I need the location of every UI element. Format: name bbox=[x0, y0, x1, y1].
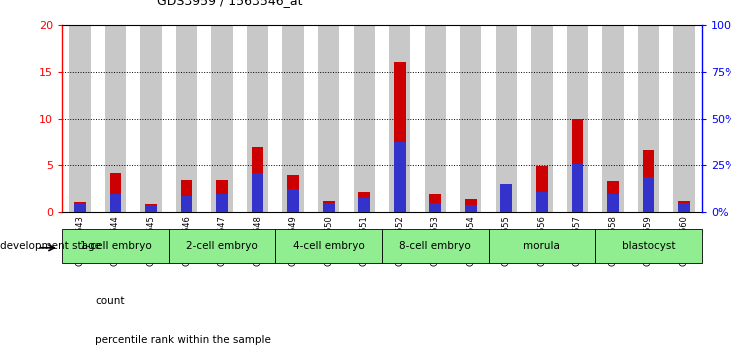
Bar bbox=[567, 25, 588, 212]
Text: count: count bbox=[95, 296, 124, 306]
Bar bbox=[140, 25, 162, 212]
Bar bbox=[110, 194, 121, 212]
Bar bbox=[323, 203, 335, 212]
Bar bbox=[287, 189, 299, 212]
FancyBboxPatch shape bbox=[488, 229, 595, 263]
Bar bbox=[358, 198, 370, 212]
Bar bbox=[247, 25, 268, 212]
Bar bbox=[572, 164, 583, 212]
Bar bbox=[607, 194, 618, 212]
Text: morula: morula bbox=[523, 241, 560, 251]
FancyBboxPatch shape bbox=[382, 229, 488, 263]
Bar bbox=[69, 25, 91, 212]
Bar bbox=[323, 201, 335, 212]
Text: 4-cell embryo: 4-cell embryo bbox=[293, 241, 365, 251]
Bar bbox=[287, 175, 299, 212]
Text: 2-cell embryo: 2-cell embryo bbox=[186, 241, 258, 251]
FancyBboxPatch shape bbox=[169, 229, 276, 263]
Bar bbox=[358, 192, 370, 212]
Bar bbox=[501, 189, 512, 212]
Bar bbox=[394, 62, 406, 212]
Bar bbox=[145, 205, 157, 212]
Bar bbox=[181, 195, 192, 212]
Bar bbox=[643, 149, 654, 212]
FancyBboxPatch shape bbox=[62, 229, 169, 263]
Bar bbox=[536, 166, 548, 212]
Bar bbox=[678, 203, 690, 212]
Bar bbox=[536, 192, 548, 212]
Bar bbox=[429, 194, 441, 212]
Bar bbox=[607, 182, 618, 212]
Bar bbox=[531, 25, 553, 212]
Bar bbox=[465, 199, 477, 212]
Bar bbox=[176, 25, 197, 212]
Bar bbox=[673, 25, 694, 212]
Bar bbox=[465, 205, 477, 212]
Bar bbox=[602, 25, 624, 212]
Bar bbox=[105, 25, 126, 212]
Bar bbox=[429, 203, 441, 212]
Bar bbox=[643, 177, 654, 212]
Bar bbox=[251, 173, 263, 212]
Text: GDS3959 / 1563546_at: GDS3959 / 1563546_at bbox=[157, 0, 303, 7]
Bar bbox=[74, 203, 86, 212]
Bar bbox=[145, 204, 157, 212]
FancyBboxPatch shape bbox=[276, 229, 382, 263]
Bar bbox=[211, 25, 232, 212]
Text: percentile rank within the sample: percentile rank within the sample bbox=[95, 335, 271, 345]
Text: blastocyst: blastocyst bbox=[621, 241, 675, 251]
Bar bbox=[389, 25, 410, 212]
Bar bbox=[425, 25, 446, 212]
Bar bbox=[354, 25, 375, 212]
Text: development stage: development stage bbox=[0, 241, 101, 251]
Text: 8-cell embryo: 8-cell embryo bbox=[399, 241, 471, 251]
Bar bbox=[282, 25, 304, 212]
Bar bbox=[572, 119, 583, 212]
Bar bbox=[496, 25, 517, 212]
Bar bbox=[181, 179, 192, 212]
Bar bbox=[637, 25, 659, 212]
Bar bbox=[501, 184, 512, 212]
Bar bbox=[74, 202, 86, 212]
Bar bbox=[216, 179, 228, 212]
Bar bbox=[110, 173, 121, 212]
FancyBboxPatch shape bbox=[595, 229, 702, 263]
Bar bbox=[251, 147, 263, 212]
Text: 1-cell embryo: 1-cell embryo bbox=[80, 241, 151, 251]
Bar bbox=[460, 25, 482, 212]
Bar bbox=[318, 25, 339, 212]
Bar bbox=[678, 201, 690, 212]
Bar bbox=[216, 194, 228, 212]
Bar bbox=[394, 142, 406, 212]
